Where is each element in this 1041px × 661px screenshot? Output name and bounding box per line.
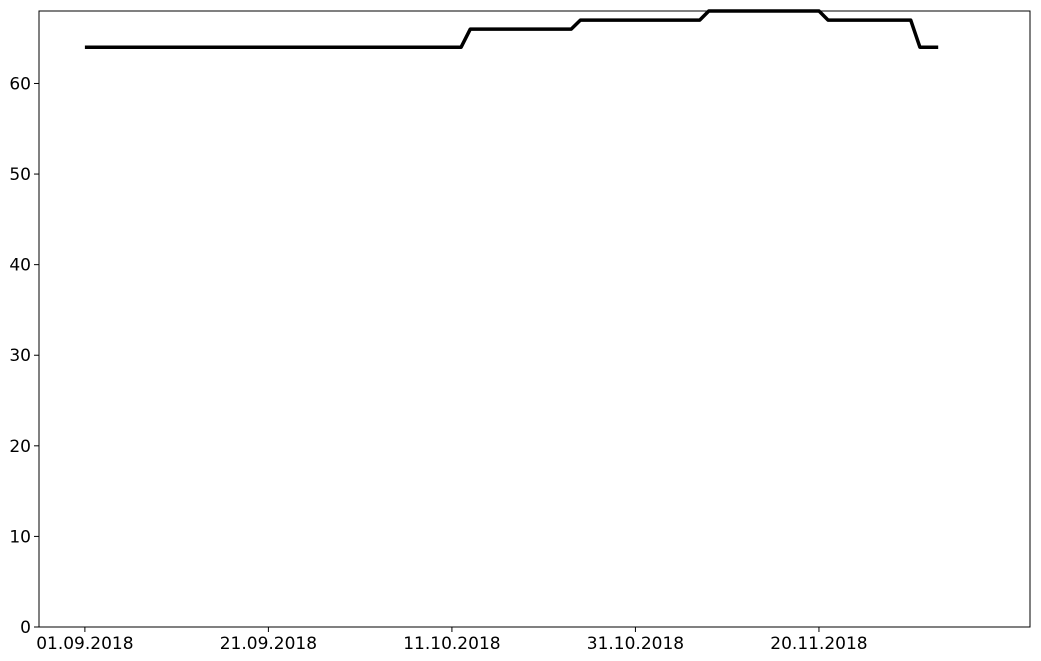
y-axis: 0 10 20 30 40 50 60 [9, 74, 39, 638]
y-tick-label: 50 [9, 165, 31, 185]
y-tick-label: 60 [9, 74, 31, 94]
series-line [84, 9, 939, 49]
x-tick-label: 21.09.2018 [220, 634, 317, 654]
y-tick-label: 10 [9, 527, 31, 547]
y-tick-label: 40 [9, 256, 31, 276]
y-tick-label: 30 [9, 346, 31, 366]
x-tick-label: 01.09.2018 [36, 634, 133, 654]
y-tick-label: 0 [20, 618, 31, 638]
x-axis: 01.09.2018 21.09.2018 11.10.2018 31.10.2018… [36, 627, 868, 654]
x-tick-label: 31.10.2018 [587, 634, 684, 654]
x-tick-label: 20.11.2018 [770, 634, 867, 654]
y-tick-label: 20 [9, 437, 31, 457]
plot-area [38, 9, 1031, 628]
series-layer [84, 9, 939, 49]
x-tick-label: 11.10.2018 [403, 634, 500, 654]
plot-frame [38, 10, 1031, 628]
